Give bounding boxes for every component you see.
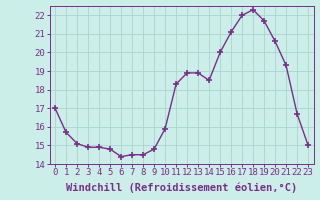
X-axis label: Windchill (Refroidissement éolien,°C): Windchill (Refroidissement éolien,°C) xyxy=(66,183,297,193)
